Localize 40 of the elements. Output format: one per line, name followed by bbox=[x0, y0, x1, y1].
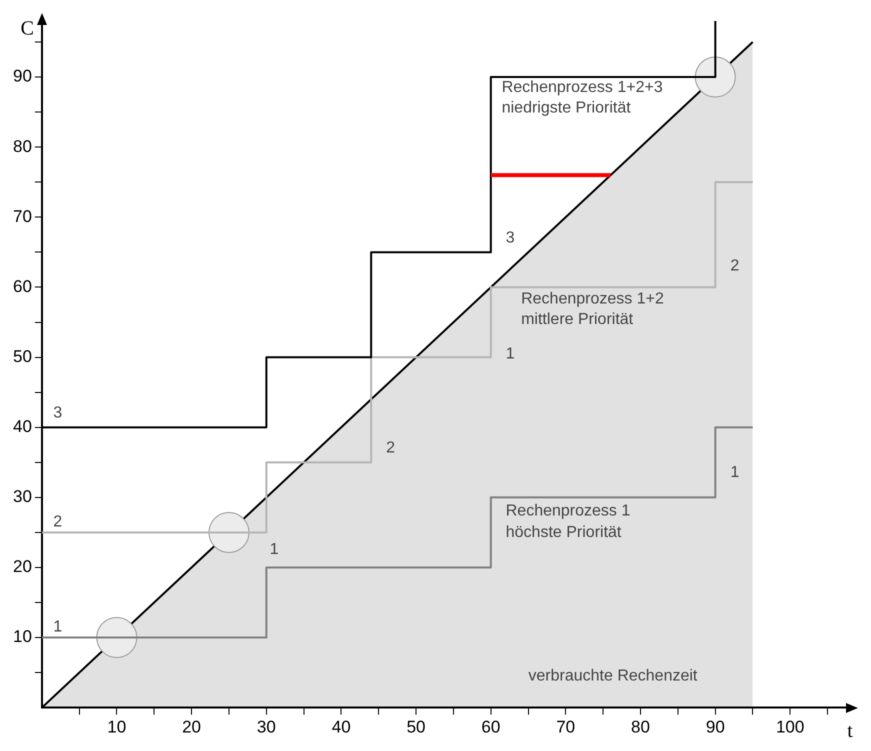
annotation: verbrauchte Rechenzeit bbox=[528, 667, 698, 684]
y-tick-label: 20 bbox=[12, 557, 32, 576]
annotation: höchste Priorität bbox=[506, 524, 622, 541]
annotation: 2 bbox=[730, 258, 740, 275]
annotation: 1 bbox=[53, 618, 62, 636]
x-tick-label: 40 bbox=[332, 717, 351, 736]
annotation: 1 bbox=[270, 541, 279, 558]
y-tick-label: 10 bbox=[12, 627, 32, 646]
annotation: 2 bbox=[386, 439, 396, 456]
y-tick-label: 50 bbox=[12, 346, 32, 366]
annotation: 1 bbox=[730, 464, 740, 482]
point bbox=[208, 512, 250, 553]
annotation: 3 bbox=[506, 229, 515, 246]
annotation: Rechenprozess 1+2+3 bbox=[502, 79, 663, 96]
y-tick-label: 90 bbox=[12, 66, 32, 86]
y-axis-title: C bbox=[20, 17, 34, 40]
annotation: niedrigste Priorität bbox=[502, 100, 632, 117]
annotation: mittlere Priorität bbox=[521, 311, 634, 328]
annotation: Rechenprozess 1 bbox=[506, 502, 630, 520]
y-tick-label: 40 bbox=[12, 417, 32, 436]
y-tick-label: 60 bbox=[12, 276, 32, 296]
annotation: 3 bbox=[53, 404, 62, 422]
x-tick-label: 60 bbox=[481, 717, 500, 736]
point bbox=[694, 56, 736, 98]
annotation: 2 bbox=[53, 514, 62, 531]
annotation: 1 bbox=[506, 345, 515, 362]
x-tick-label: 90 bbox=[706, 717, 725, 736]
x-tick-label: 50 bbox=[406, 717, 426, 736]
x-tick-label: 80 bbox=[631, 717, 650, 736]
y-tick-label: 80 bbox=[12, 136, 32, 156]
point bbox=[96, 617, 138, 658]
x-tick-label: 100 bbox=[776, 717, 804, 736]
y-tick-label: 30 bbox=[12, 487, 32, 506]
y-tick-label: 70 bbox=[12, 206, 32, 226]
annotation: Rechenprozess 1+2 bbox=[521, 290, 664, 308]
x-axis-title: t bbox=[847, 720, 854, 742]
x-tick-label: 30 bbox=[256, 717, 276, 736]
x-tick-label: 10 bbox=[107, 717, 126, 736]
x-tick-label: 70 bbox=[556, 717, 576, 736]
x-tick-label: 20 bbox=[182, 717, 202, 736]
